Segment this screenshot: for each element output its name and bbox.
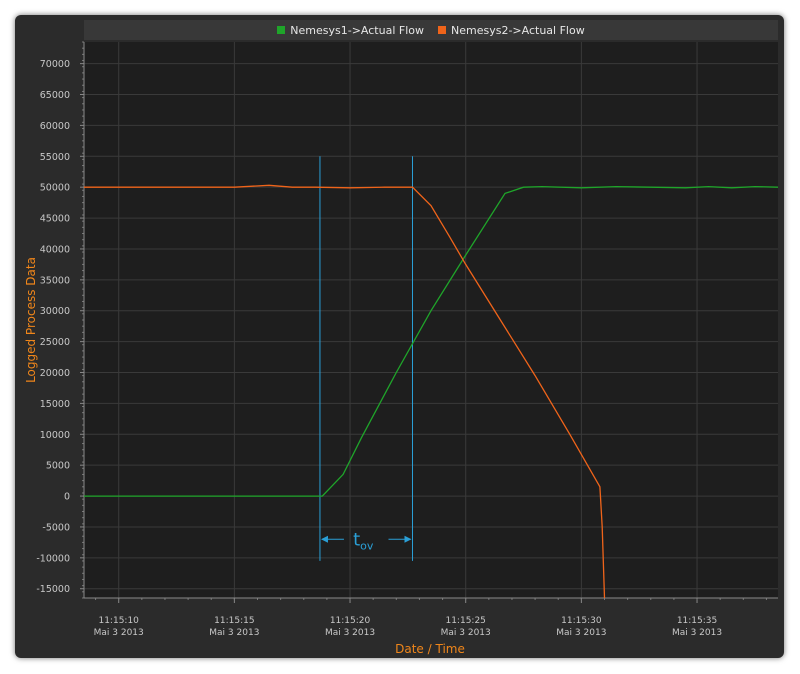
legend-item-series-2[interactable]: Nemesys2->Actual Flow — [438, 24, 585, 37]
x-tick-label-time: 11:15:20 — [330, 616, 371, 626]
y-tick-label: 45000 — [40, 214, 70, 225]
series-line-2 — [84, 184, 606, 598]
y-tick-label: 70000 — [40, 59, 70, 70]
x-tick-label-date: Mai 3 2013 — [94, 628, 144, 638]
y-tick-label: 35000 — [40, 275, 70, 286]
annotation-arrow-left-head — [320, 535, 328, 543]
y-tick-label: -10000 — [36, 553, 70, 564]
plot-area — [84, 42, 778, 598]
annotation-label-sub: ov — [360, 539, 374, 552]
x-tick-label-time: 11:15:30 — [561, 616, 602, 626]
y-tick-label: 65000 — [40, 90, 70, 101]
y-tick-label: 60000 — [40, 121, 70, 132]
x-tick-label-date: Mai 3 2013 — [441, 628, 491, 638]
legend-label-series-1: Nemesys1->Actual Flow — [290, 23, 424, 37]
y-tick-label: 15000 — [40, 399, 70, 410]
y-tick-label: 5000 — [46, 461, 70, 472]
x-tick-label-time: 11:15:15 — [214, 616, 254, 626]
y-tick-label: -15000 — [36, 584, 70, 595]
y-tick-label: 30000 — [40, 306, 70, 317]
legend-swatch-series-2 — [438, 26, 446, 34]
x-tick-label-time: 11:15:10 — [98, 616, 139, 626]
y-tick-label: 10000 — [40, 430, 70, 441]
y-tick-label: 40000 — [40, 244, 70, 255]
y-tick-label: 50000 — [40, 183, 70, 194]
legend-label-series-2: Nemesys2->Actual Flow — [451, 23, 585, 37]
y-tick-label: 25000 — [40, 337, 70, 348]
legend: Nemesys1->Actual Flow Nemesys2->Actual F… — [84, 20, 778, 40]
annotation-arrow-right-head — [404, 535, 412, 543]
x-tick-label-date: Mai 3 2013 — [556, 628, 606, 638]
x-tick-label-time: 11:15:25 — [445, 616, 485, 626]
y-tick-label: -5000 — [42, 522, 70, 533]
y-tick-label: 0 — [64, 492, 70, 503]
x-tick-label-time: 11:15:35 — [677, 616, 717, 626]
x-tick-label-date: Mai 3 2013 — [672, 628, 722, 638]
x-axis-title: Date / Time — [395, 642, 465, 656]
series-line-1 — [84, 185, 778, 497]
annotation-label: tov — [353, 529, 374, 552]
x-tick-label-date: Mai 3 2013 — [209, 628, 259, 638]
y-tick-label: 20000 — [40, 368, 70, 379]
y-tick-label: 55000 — [40, 152, 70, 163]
y-axis-title: Logged Process Data — [24, 257, 38, 383]
legend-swatch-series-1 — [277, 26, 286, 34]
annotation-label-main: t — [353, 529, 360, 550]
x-tick-label-date: Mai 3 2013 — [325, 628, 375, 638]
legend-item-series-1[interactable]: Nemesys1->Actual Flow — [277, 24, 424, 37]
